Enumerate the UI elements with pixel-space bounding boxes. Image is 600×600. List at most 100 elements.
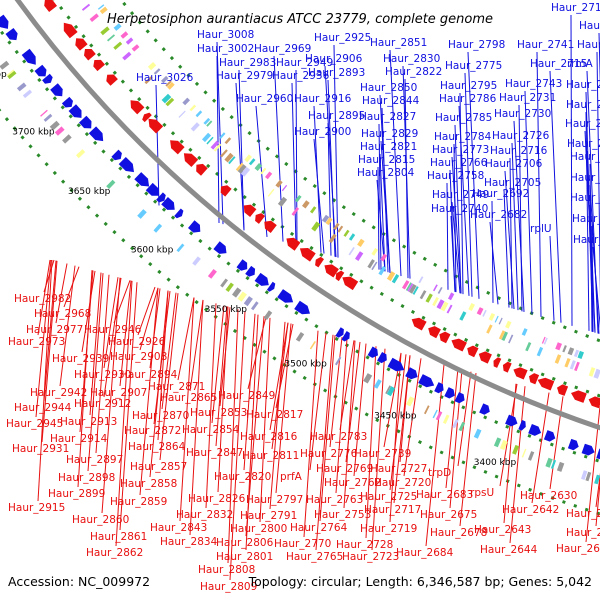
reverse-gene-label: Haur_2769 <box>316 463 373 475</box>
cog-stripe-2-56 <box>182 97 190 106</box>
reverse-gene-label: Haur_2977 <box>26 324 83 336</box>
forward-gene-label: Haur_2773 <box>432 144 489 156</box>
cog-stripe-1-51 <box>240 166 251 177</box>
reverse-gene-label: Haur_2912 <box>74 398 131 410</box>
reverse-gene-label: Haur_2783 <box>310 431 367 443</box>
forward-leader-line <box>467 51 480 299</box>
forward-gene-label: Haur_2936 <box>272 70 330 82</box>
reverse-gene-label: Haur_2982 <box>14 293 71 305</box>
reverse-leader-line <box>275 323 292 494</box>
forward-gene-label: Haur_2827 <box>359 111 416 123</box>
forward-gene-label: Haur_2665 <box>565 118 600 130</box>
cog-stripe-0-48 <box>106 179 116 189</box>
forward-gene-label: Haur_2830 <box>383 53 440 65</box>
forward-gene-label: Haur_2766 <box>430 157 488 169</box>
cog-stripe-0-18 <box>512 444 520 455</box>
reverse-gene-label: Haur_2870 <box>132 410 189 422</box>
forward-leader-line <box>451 156 462 294</box>
reverse-cds-36 <box>106 74 118 86</box>
reverse-cds-26 <box>264 220 277 233</box>
reverse-gene-label: Haur_2834 <box>160 536 218 548</box>
cog-stripe-2-53 <box>203 117 211 125</box>
reverse-gene-label: Haur_2864 <box>128 441 186 453</box>
forward-cds-48 <box>0 14 9 29</box>
forward-leader-line <box>458 105 470 296</box>
reverse-gene-label: Haur_2762 <box>324 477 381 489</box>
cog-stripe-1-68 <box>107 34 115 42</box>
reverse-gene-label: Haur_2723 <box>342 551 399 563</box>
cog-stripe-1-28 <box>446 304 453 314</box>
cog-stripe-1-61 <box>190 122 200 132</box>
reverse-cds-22 <box>324 264 339 278</box>
reverse-cds-19 <box>411 317 427 331</box>
forward-cds-25 <box>277 289 294 303</box>
reverse-gene-label: Haur_2791 <box>240 510 297 522</box>
forward-leader-line <box>503 189 510 308</box>
cog-stripe-0-28 <box>406 396 415 407</box>
cog-stripe-2-58 <box>165 80 172 87</box>
reverse-cds-35 <box>130 100 145 115</box>
forward-cds-40 <box>79 115 92 129</box>
reverse-cds-32 <box>170 140 185 155</box>
reverse-cds-34 <box>142 112 152 123</box>
reverse-leader-line <box>315 334 334 551</box>
reverse-gene-label: Haur_2857 <box>130 461 187 473</box>
cog-stripe-1-34 <box>412 286 419 295</box>
reverse-gene-label: trpD <box>428 467 451 479</box>
reverse-gene-label: Haur_2861 <box>90 531 147 543</box>
forward-gene-label: Haur_2646 <box>570 192 600 204</box>
reverse-gene-label: Haur_2907 <box>90 387 147 399</box>
forward-gene-label: Haur_2743 <box>505 78 562 90</box>
accession-text: Accession: NC_009972 <box>8 574 150 589</box>
reverse-leader-line <box>445 368 459 489</box>
reverse-leader-line <box>161 292 177 410</box>
reverse-leader-line <box>119 280 132 387</box>
reverse-leader-line <box>371 348 386 551</box>
reverse-gene-label: Haur_2720 <box>374 477 431 489</box>
cog-stripe-0-50 <box>62 134 72 144</box>
cog-stripe-2-33 <box>357 238 365 247</box>
forward-cds-31 <box>188 220 201 233</box>
forward-gene-label: Haur_2664 <box>567 138 600 150</box>
reverse-leader-line <box>269 321 286 510</box>
forward-gene-label: Haur_2979 <box>216 70 273 82</box>
reverse-leader-line <box>139 287 159 351</box>
reverse-gene-label: Haur_2832 <box>176 509 233 521</box>
reverse-leader-line <box>149 290 169 478</box>
reverse-cds-31 <box>183 153 199 167</box>
cog-stripe-1-32 <box>425 293 433 303</box>
reverse-cds-16 <box>451 338 467 352</box>
cog-stripe-0-59 <box>0 60 10 70</box>
forward-leader-line <box>596 51 600 300</box>
cog-stripe-0-22 <box>458 421 466 432</box>
cog-stripe-2-49 <box>244 154 252 163</box>
reverse-cds-8 <box>557 384 569 396</box>
reverse-leader-line <box>531 392 550 504</box>
reverse-leader-line <box>365 346 377 539</box>
cog-stripe-1-63 <box>165 97 175 107</box>
forward-leader-line <box>235 82 245 231</box>
reverse-leader-line <box>509 386 526 544</box>
cog-stripe-0-46 <box>153 223 163 233</box>
reverse-leader-line <box>77 270 93 488</box>
cog-stripe-1-55 <box>224 152 234 163</box>
cog-stripe-0-19 <box>499 439 508 450</box>
cog-stripe-1-64 <box>161 93 172 104</box>
cog-stripe-0-41 <box>225 282 234 292</box>
cog-stripe-2-46 <box>260 167 267 175</box>
forward-leader-line <box>155 84 160 206</box>
cog-stripe-0-12 <box>581 470 588 480</box>
forward-leader-line <box>464 72 473 297</box>
reverse-gene-label: Haur_2801 <box>216 551 273 563</box>
reverse-leader-line <box>403 358 422 477</box>
reverse-gene-label: Haur_2854 <box>182 424 240 436</box>
forward-gene-label: rrmA <box>567 58 593 70</box>
reverse-gene-label: Haur_2862 <box>86 547 143 559</box>
cog-stripe-2-20 <box>505 320 512 329</box>
cog-stripe-1-24 <box>501 331 508 341</box>
cog-stripe-1-53 <box>235 162 244 172</box>
reverse-gene-label: Haur_2643 <box>474 524 531 536</box>
forward-cds-39 <box>88 126 104 142</box>
reverse-gene-label: Haur_2847 <box>186 447 243 459</box>
cog-stripe-0-20 <box>493 437 502 448</box>
